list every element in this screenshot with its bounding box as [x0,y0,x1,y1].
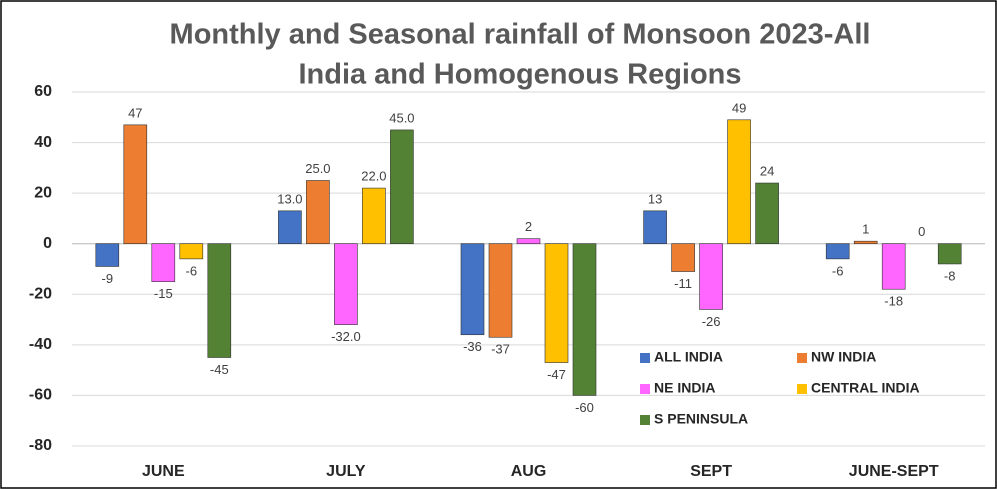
bar [671,243,695,272]
legend-label: CENTRAL INDIA [811,380,920,396]
legend-label: NE INDIA [654,380,715,396]
x-tick-label: JUNE [142,463,185,480]
legend-swatch [640,415,650,425]
bar [853,240,878,245]
bar [95,243,120,267]
x-tick-label: JULY [326,463,366,480]
y-tick-label: -20 [29,286,52,303]
x-tick-label: SEPT [690,463,732,480]
y-tick-label: 0 [43,235,52,252]
legend-swatch [640,353,650,363]
bar [825,243,850,260]
bar [937,243,962,265]
value-label: -6 [186,263,198,278]
legend-swatch [797,384,807,394]
value-label: -8 [944,268,956,283]
bar [151,243,176,282]
y-tick-label: -80 [29,437,52,454]
value-label: -36 [463,339,482,354]
value-label: -6 [832,263,844,278]
chart-title: India and Homogenous Regions [298,59,741,91]
value-label: 13 [648,191,662,206]
y-tick-label: 60 [34,83,52,100]
legend-label: ALL INDIA [654,349,723,365]
x-tick-label: JUNE-SEPT [849,463,939,480]
value-label: -15 [154,286,173,301]
value-label: -26 [702,314,721,329]
value-label: -60 [575,400,594,415]
legend-swatch [640,384,650,394]
bar [643,210,667,245]
bar [390,129,414,245]
value-label: -18 [884,294,903,309]
value-label: 22.0 [361,169,386,184]
bar [207,243,232,358]
bar [362,187,386,245]
chart-title: Monthly and Seasonal rainfall of Monsoon… [170,19,871,51]
bar [699,243,723,310]
legend-label: NW INDIA [811,349,876,365]
value-label: 25.0 [305,161,330,176]
bar [544,243,569,363]
bar [516,238,541,245]
value-label: 47 [128,105,142,120]
y-tick-label: -40 [29,336,52,353]
value-label: -9 [102,271,114,286]
bar [278,210,302,245]
value-label: 45.0 [389,110,414,125]
bar [572,243,597,396]
x-tick-label: AUG [511,463,547,480]
bar [881,243,906,290]
y-tick-label: 40 [34,134,52,151]
bar [488,243,513,338]
bar [179,243,204,260]
value-label: 0 [918,224,925,239]
value-label: -37 [491,342,510,357]
bar [460,243,485,336]
bar [334,243,358,325]
value-label: 13.0 [277,191,302,206]
legend-swatch [797,353,807,363]
value-label: -45 [210,362,229,377]
value-label: -11 [674,276,692,291]
value-label: 1 [862,222,869,237]
bar [755,182,779,245]
y-tick-label: 20 [34,184,52,201]
value-label: 2 [525,219,532,234]
bar [727,119,751,245]
value-label: 49 [732,100,746,115]
bar [306,180,330,245]
value-label: 24 [760,163,774,178]
y-tick-label: -60 [29,387,52,404]
value-label: -32.0 [331,329,361,344]
value-label: -47 [547,367,566,382]
bar [123,124,148,245]
legend-label: S PENINSULA [654,411,748,427]
